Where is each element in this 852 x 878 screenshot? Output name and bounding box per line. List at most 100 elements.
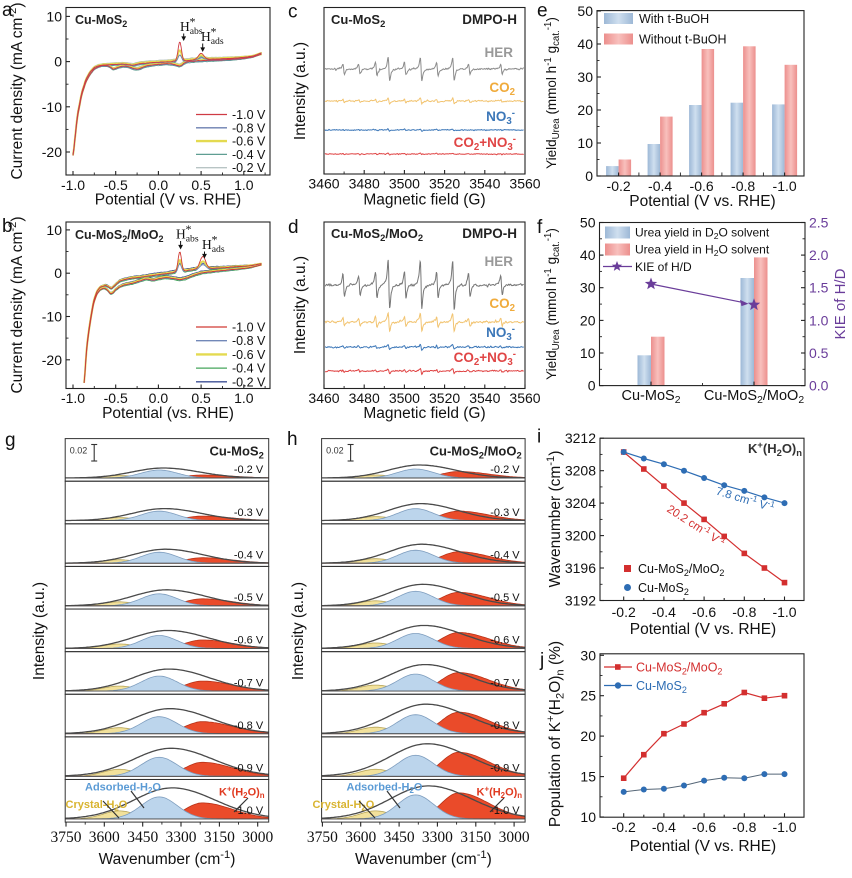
svg-text:40: 40 bbox=[577, 36, 593, 52]
svg-text:3204: 3204 bbox=[565, 495, 596, 511]
svg-text:Hads: Hads bbox=[202, 237, 225, 255]
svg-text:-0.5 V: -0.5 V bbox=[490, 592, 520, 604]
svg-text:f: f bbox=[537, 217, 543, 238]
svg-text:*: * bbox=[190, 15, 196, 29]
svg-text:Without t-BuOH: Without t-BuOH bbox=[639, 33, 727, 47]
svg-text:-0.8 V: -0.8 V bbox=[232, 334, 266, 348]
svg-text:Current density (mA cm-2): Current density (mA cm-2) bbox=[7, 2, 26, 179]
svg-text:0.02: 0.02 bbox=[326, 446, 344, 456]
svg-text:2.5: 2.5 bbox=[809, 215, 829, 231]
svg-text:0.0: 0.0 bbox=[149, 177, 169, 193]
svg-text:40: 40 bbox=[580, 247, 596, 263]
svg-text:20: 20 bbox=[580, 728, 596, 744]
svg-text:3460: 3460 bbox=[308, 390, 339, 406]
svg-text:-20: -20 bbox=[42, 352, 62, 368]
svg-text:Hads: Hads bbox=[201, 29, 224, 47]
svg-text:Potential (V vs. RHE): Potential (V vs. RHE) bbox=[630, 621, 776, 638]
svg-text:With t-BuOH: With t-BuOH bbox=[639, 12, 709, 26]
svg-text:3450: 3450 bbox=[384, 829, 415, 846]
svg-text:3500: 3500 bbox=[389, 176, 420, 192]
svg-text:Cu-MoS2: Cu-MoS2 bbox=[638, 581, 689, 597]
svg-text:*: * bbox=[212, 233, 218, 247]
svg-text:0.5: 0.5 bbox=[809, 345, 829, 361]
svg-text:10: 10 bbox=[580, 809, 596, 825]
svg-text:3500: 3500 bbox=[389, 390, 420, 406]
svg-text:*: * bbox=[211, 25, 217, 39]
svg-text:Wavenumber (cm-1): Wavenumber (cm-1) bbox=[545, 451, 564, 588]
svg-text:-0.4 V: -0.4 V bbox=[232, 362, 266, 376]
svg-text:-0.6 V: -0.6 V bbox=[232, 348, 266, 362]
svg-text:-1.0: -1.0 bbox=[772, 819, 796, 835]
svg-text:HER: HER bbox=[484, 254, 513, 269]
svg-text:Potential (V vs. RHE): Potential (V vs. RHE) bbox=[95, 192, 241, 209]
svg-text:Cu-MoS2: Cu-MoS2 bbox=[622, 388, 681, 406]
svg-text:Current density (mA cm-2): Current density (mA cm-2) bbox=[7, 216, 26, 393]
svg-text:Wavenumber (cm-1): Wavenumber (cm-1) bbox=[355, 849, 492, 868]
svg-text:e: e bbox=[537, 1, 548, 22]
svg-text:DMPO-H: DMPO-H bbox=[462, 12, 517, 27]
svg-text:Intensity (a.u.): Intensity (a.u.) bbox=[290, 582, 307, 680]
svg-text:g: g bbox=[5, 430, 16, 451]
svg-text:3200: 3200 bbox=[565, 528, 596, 544]
svg-text:K+(H2O)n: K+(H2O)n bbox=[219, 784, 265, 800]
svg-text:CO2: CO2 bbox=[489, 80, 515, 98]
svg-text:CO2+NO3-: CO2+NO3- bbox=[454, 349, 516, 368]
svg-text:-10: -10 bbox=[42, 309, 62, 325]
svg-text:3600: 3600 bbox=[345, 829, 376, 846]
svg-text:-0.2 V: -0.2 V bbox=[490, 464, 520, 476]
svg-text:1.0: 1.0 bbox=[234, 390, 254, 406]
svg-text:h: h bbox=[287, 429, 298, 450]
svg-text:3600: 3600 bbox=[89, 829, 120, 846]
svg-text:Adsorbed-H2O: Adsorbed-H2O bbox=[85, 782, 161, 795]
svg-text:YieldUrea (mmol h-1 gcat.-1): YieldUrea (mmol h-1 gcat.-1) bbox=[543, 17, 562, 169]
svg-text:30: 30 bbox=[577, 69, 593, 85]
svg-text:NO3-: NO3- bbox=[486, 108, 515, 127]
svg-text:30: 30 bbox=[580, 280, 596, 296]
svg-text:0.0: 0.0 bbox=[809, 378, 829, 394]
svg-text:Crystal-H2O: Crystal-H2O bbox=[66, 799, 128, 812]
svg-text:30: 30 bbox=[580, 647, 596, 663]
svg-text:a: a bbox=[2, 0, 13, 21]
svg-text:3212: 3212 bbox=[565, 430, 596, 446]
svg-text:0.0: 0.0 bbox=[149, 390, 169, 406]
svg-text:Cu-MoS2/MoO2: Cu-MoS2/MoO2 bbox=[638, 562, 724, 578]
svg-text:-1.0 V: -1.0 V bbox=[234, 805, 264, 817]
svg-text:KIE of H/D: KIE of H/D bbox=[635, 260, 692, 274]
svg-text:-0.8 V: -0.8 V bbox=[232, 121, 266, 135]
svg-text:-0.4 V: -0.4 V bbox=[232, 148, 266, 162]
svg-text:Cu-MoS2/MoO2: Cu-MoS2/MoO2 bbox=[704, 388, 804, 406]
svg-text:50: 50 bbox=[580, 215, 596, 231]
svg-text:1.0: 1.0 bbox=[234, 177, 254, 193]
svg-text:0.02: 0.02 bbox=[70, 446, 88, 456]
svg-text:Magnetic field (G): Magnetic field (G) bbox=[363, 192, 485, 209]
svg-text:DMPO-H: DMPO-H bbox=[462, 226, 517, 241]
svg-text:-0.5: -0.5 bbox=[104, 177, 128, 193]
svg-text:Intensity (a.u.): Intensity (a.u.) bbox=[292, 42, 309, 140]
svg-text:-0.7 V: -0.7 V bbox=[490, 677, 520, 689]
svg-text:Habs: Habs bbox=[176, 227, 199, 245]
svg-text:Cu-MoS2: Cu-MoS2 bbox=[331, 12, 385, 29]
svg-text:-0.6 V: -0.6 V bbox=[234, 635, 264, 647]
svg-text:-0.9 V: -0.9 V bbox=[234, 762, 264, 774]
svg-text:15: 15 bbox=[580, 769, 596, 785]
svg-text:2.0: 2.0 bbox=[809, 247, 829, 263]
svg-text:3192: 3192 bbox=[565, 593, 596, 609]
svg-text:-0.8: -0.8 bbox=[731, 178, 755, 194]
svg-text:-0.4 V: -0.4 V bbox=[490, 549, 520, 561]
svg-text:0: 0 bbox=[54, 265, 62, 281]
svg-text:Magnetic field (G): Magnetic field (G) bbox=[363, 405, 485, 422]
svg-text:-0.7 V: -0.7 V bbox=[234, 677, 264, 689]
svg-text:3196: 3196 bbox=[565, 560, 596, 576]
svg-text:-1.0 V: -1.0 V bbox=[232, 321, 266, 335]
svg-text:*: * bbox=[186, 222, 192, 236]
svg-text:j: j bbox=[539, 650, 544, 671]
svg-text:-1.0: -1.0 bbox=[773, 178, 797, 194]
svg-text:0: 0 bbox=[54, 54, 62, 70]
svg-text:Cu-MoS2: Cu-MoS2 bbox=[636, 679, 687, 695]
svg-text:3540: 3540 bbox=[469, 176, 500, 192]
svg-text:Cu-MoS2/MoO2: Cu-MoS2/MoO2 bbox=[636, 661, 722, 677]
svg-text:-0.8 V: -0.8 V bbox=[490, 720, 520, 732]
svg-text:-1.0: -1.0 bbox=[61, 390, 85, 406]
svg-text:3300: 3300 bbox=[166, 829, 197, 846]
svg-text:3520: 3520 bbox=[429, 390, 460, 406]
